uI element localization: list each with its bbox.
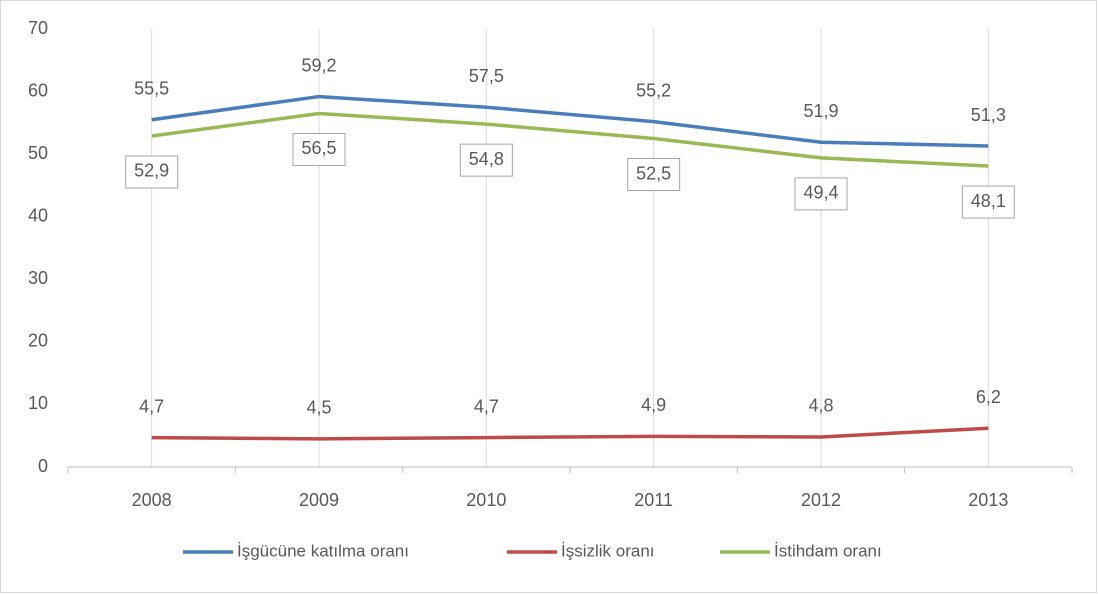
data-label: 57,5 — [469, 66, 504, 86]
data-label: 52,5 — [636, 163, 671, 183]
data-label: 55,5 — [134, 78, 169, 98]
data-label: 51,9 — [803, 101, 838, 121]
x-tick-label: 2010 — [466, 490, 506, 510]
series-line — [151, 111, 989, 168]
data-label-box — [292, 132, 346, 166]
data-label: 6,2 — [976, 387, 1001, 407]
y-tick-label: 50 — [28, 143, 48, 163]
x-tick-label: 2008 — [132, 490, 172, 510]
series-line — [151, 94, 989, 148]
x-tick-label: 2012 — [801, 490, 841, 510]
data-label: 59,2 — [301, 55, 336, 75]
data-label: 55,2 — [636, 80, 671, 100]
data-label: 4,7 — [139, 396, 164, 416]
x-tick-label: 2011 — [634, 490, 673, 510]
legend-label: İşsizlik oranı — [561, 541, 655, 560]
data-label-box — [459, 143, 513, 177]
series-line — [151, 426, 989, 441]
y-tick-label: 70 — [28, 18, 48, 38]
data-label: 4,8 — [808, 396, 833, 416]
data-label: 4,9 — [641, 395, 666, 415]
y-tick-label: 30 — [28, 268, 48, 288]
data-label: 51,3 — [971, 105, 1006, 125]
data-label: 54,8 — [469, 149, 504, 169]
data-label: 4,5 — [306, 398, 331, 418]
y-tick-label: 0 — [38, 456, 48, 476]
y-tick-label: 40 — [28, 205, 48, 225]
data-label: 49,4 — [803, 183, 838, 203]
data-label-box — [961, 185, 1015, 219]
data-label-box — [794, 177, 848, 211]
legend-label: İstihdam oranı — [774, 541, 882, 560]
data-label: 4,7 — [474, 396, 499, 416]
legend-label: İşgücüne katılma oranı — [237, 541, 409, 560]
x-tick-label: 2009 — [299, 490, 339, 510]
x-tick-label: 2013 — [968, 490, 1008, 510]
data-label: 48,1 — [971, 191, 1006, 211]
data-label-box — [125, 155, 179, 189]
y-tick-label: 20 — [28, 331, 48, 351]
y-tick-label: 10 — [28, 393, 48, 413]
data-label: 56,5 — [301, 138, 336, 158]
data-label-box — [627, 158, 681, 191]
y-tick-label: 60 — [28, 80, 48, 100]
data-label: 52,9 — [134, 161, 169, 181]
